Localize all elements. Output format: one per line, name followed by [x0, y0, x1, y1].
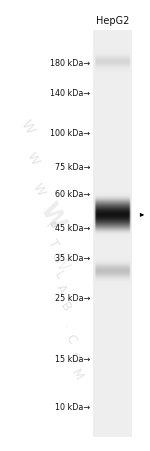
Text: P: P [42, 219, 57, 232]
Text: 180 kDa→: 180 kDa→ [50, 59, 90, 68]
Text: 75 kDa→: 75 kDa→ [55, 163, 90, 172]
Text: .: . [40, 204, 50, 211]
Text: B: B [57, 300, 72, 313]
Text: HepG2: HepG2 [96, 16, 129, 26]
Text: 45 kDa→: 45 kDa→ [55, 223, 90, 232]
Bar [93, 32, 132, 437]
Text: 25 kDa→: 25 kDa→ [55, 293, 90, 302]
Text: W: W [24, 149, 42, 166]
Text: 35 kDa→: 35 kDa→ [55, 253, 90, 262]
Text: 140 kDa→: 140 kDa→ [50, 89, 90, 98]
Text: 60 kDa→: 60 kDa→ [55, 189, 90, 198]
Text: .: . [62, 321, 73, 328]
Text: G: G [47, 249, 64, 265]
Text: C: C [63, 331, 78, 345]
Text: 100 kDa→: 100 kDa→ [50, 129, 90, 138]
Text: A: A [54, 282, 69, 295]
Text: W: W [35, 198, 70, 235]
Text: L: L [51, 269, 66, 281]
Text: 10 kDa→: 10 kDa→ [55, 402, 90, 411]
Text: 15 kDa→: 15 kDa→ [55, 354, 90, 363]
Text: T: T [45, 237, 60, 250]
Text: W: W [30, 181, 48, 198]
Text: M: M [68, 367, 85, 382]
Text: W: W [48, 250, 72, 273]
Text: O: O [65, 349, 82, 364]
Text: W: W [18, 117, 36, 136]
